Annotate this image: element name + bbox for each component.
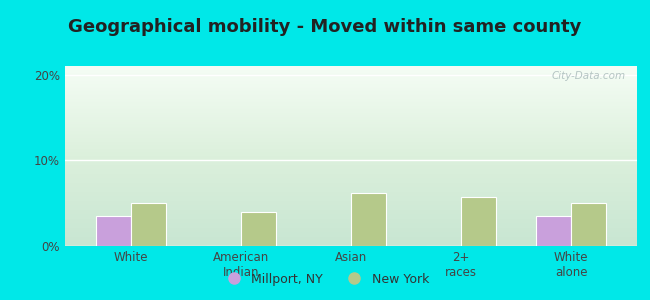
Text: Geographical mobility - Moved within same county: Geographical mobility - Moved within sam… bbox=[68, 18, 582, 36]
Legend: Millport, NY, New York: Millport, NY, New York bbox=[216, 268, 434, 291]
Text: City-Data.com: City-Data.com bbox=[551, 71, 625, 81]
Bar bbox=[571, 203, 606, 246]
Bar bbox=[351, 193, 386, 246]
Bar bbox=[461, 197, 496, 246]
Bar bbox=[96, 216, 131, 246]
Bar bbox=[131, 203, 166, 246]
Bar bbox=[536, 216, 571, 246]
Bar bbox=[241, 212, 276, 246]
